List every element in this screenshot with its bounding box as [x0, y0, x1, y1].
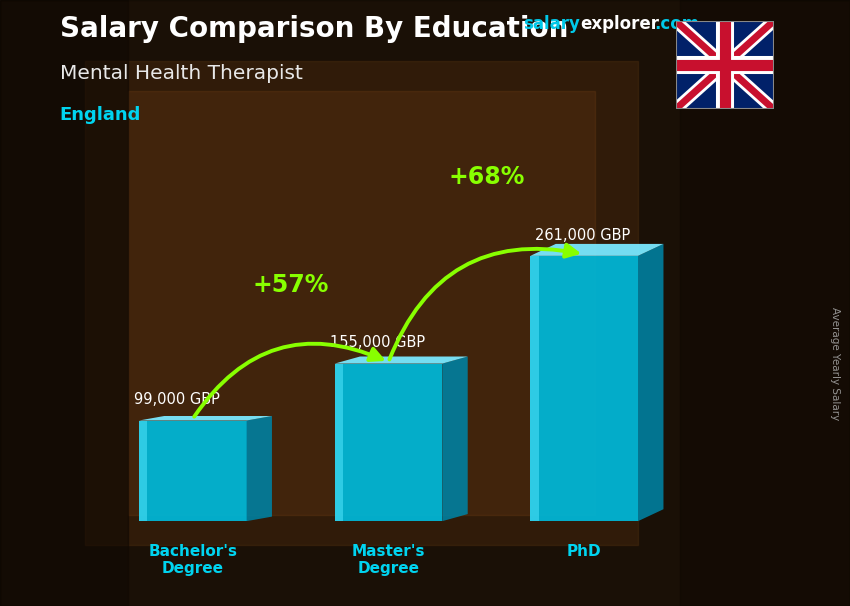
Text: 261,000 GBP: 261,000 GBP: [536, 228, 631, 242]
Text: 155,000 GBP: 155,000 GBP: [330, 335, 425, 350]
Text: Salary Comparison By Education: Salary Comparison By Education: [60, 15, 568, 43]
Text: Average Yearly Salary: Average Yearly Salary: [830, 307, 840, 420]
Text: PhD: PhD: [567, 544, 602, 559]
Polygon shape: [246, 416, 272, 521]
Polygon shape: [335, 364, 442, 521]
Bar: [680, 0, 850, 606]
Polygon shape: [638, 244, 664, 521]
Text: Bachelor's
Degree: Bachelor's Degree: [148, 544, 237, 576]
Bar: [0, 0, 128, 606]
Polygon shape: [335, 364, 343, 521]
Text: +68%: +68%: [448, 165, 524, 189]
Bar: [128, 91, 595, 515]
Polygon shape: [442, 356, 468, 521]
Polygon shape: [530, 256, 638, 521]
Text: Mental Health Therapist: Mental Health Therapist: [60, 64, 303, 82]
Polygon shape: [530, 244, 664, 256]
Text: England: England: [60, 106, 141, 124]
Polygon shape: [139, 421, 246, 521]
Text: 99,000 GBP: 99,000 GBP: [134, 392, 220, 407]
Polygon shape: [335, 356, 468, 364]
Polygon shape: [139, 416, 272, 421]
Text: +57%: +57%: [252, 273, 329, 297]
Polygon shape: [139, 421, 147, 521]
Text: explorer: explorer: [581, 15, 660, 33]
Text: .com: .com: [654, 15, 700, 33]
Bar: [85, 61, 638, 545]
Polygon shape: [530, 256, 539, 521]
Text: salary: salary: [523, 15, 580, 33]
Text: Master's
Degree: Master's Degree: [352, 544, 425, 576]
